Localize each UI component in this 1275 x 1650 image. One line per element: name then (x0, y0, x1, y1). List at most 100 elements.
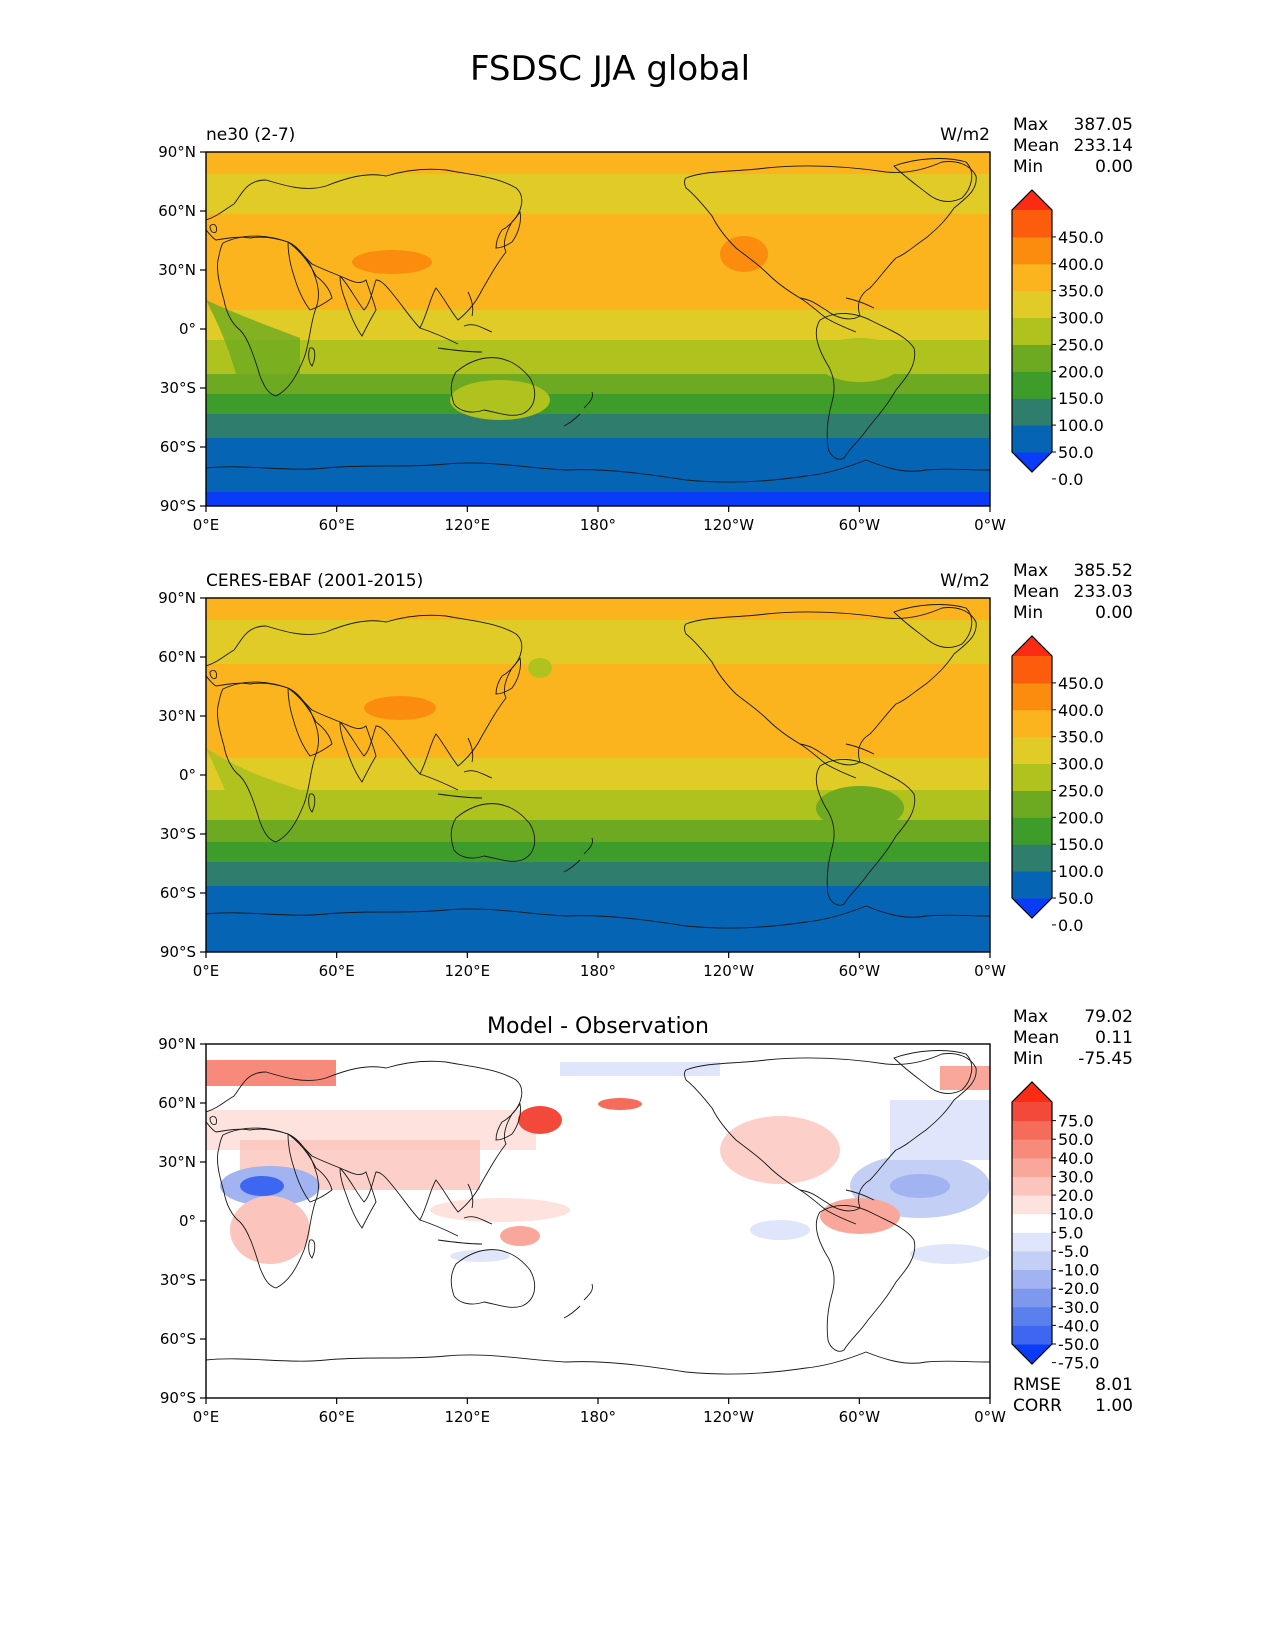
panel-left-title: ne30 (2-7) (206, 125, 295, 145)
x-tick-label: 0°W (974, 516, 1006, 534)
y-tick-label: 30°S (160, 1271, 196, 1289)
colorbar-segment (1012, 398, 1052, 426)
x-tick-label: 120°E (445, 1408, 491, 1426)
x-axis: 0°E 60°E 120°E 180° 120°W 60°W 0°W (193, 952, 1006, 980)
colorbar-tick-label: 0.0 (1058, 470, 1083, 489)
colorbar-tick-label: 300.0 (1058, 755, 1104, 774)
stat-label: Max (1013, 1007, 1048, 1027)
colorbar-tick-label: 450.0 (1058, 228, 1104, 247)
figure-title: FSDSC JJA global (470, 49, 750, 89)
y-tick-label: 0° (179, 1212, 196, 1230)
colorbar-segment (1012, 1250, 1052, 1271)
bottom-stats: RMSE 8.01 CORR 1.00 (1013, 1375, 1133, 1416)
x-tick-label: 60°W (839, 962, 881, 980)
x-tick-label: 120°E (445, 516, 491, 534)
colorbar: 450.0 400.0 350.0 300.0 250.0 200.0 150.0 100.0… (1011, 635, 1104, 935)
colorbar-segment (1012, 871, 1052, 899)
colorbar: 450.0 400.0 350.0 300.0 250.0 200.0 150.0 100.0… (1011, 189, 1104, 489)
stats-block: Max 385.52 Mean 233.03 Min 0.00 (1013, 561, 1133, 623)
x-tick-label: 0°E (193, 1408, 220, 1426)
stat-label: Mean (1013, 136, 1059, 156)
stat-label: Min (1013, 603, 1043, 623)
stat-value: 1.00 (1095, 1396, 1133, 1416)
colorbar-segment (1012, 1195, 1052, 1215)
x-tick-label: 0°W (974, 1408, 1006, 1426)
x-axis: 0°E 60°E 120°E 180° 120°W 60°W 0°W (193, 506, 1006, 534)
stat-label: Max (1013, 115, 1048, 135)
x-tick-label: 180° (580, 516, 616, 534)
colorbar-tick-label: 50.0 (1058, 889, 1094, 908)
colorbar-tick-label: -75.0 (1058, 1354, 1099, 1373)
x-tick-label: 60°E (319, 1408, 355, 1426)
stat-value: 79.02 (1084, 1007, 1133, 1027)
colorbar-segment (1012, 763, 1052, 791)
colorbar-extend-max (1012, 190, 1052, 210)
colorbar-tick-label: 250.0 (1058, 335, 1104, 354)
y-axis: 90°N 60°N 30°N 0° 30°S 60°S 90°S (158, 1035, 206, 1407)
colorbar-tick-label: 250.0 (1058, 781, 1104, 800)
colorbar-extend-min (1012, 898, 1052, 918)
y-tick-label: 0° (179, 766, 196, 784)
y-tick-label: 30°N (158, 1153, 196, 1171)
stat-label: Mean (1013, 582, 1059, 602)
y-tick-label: 90°S (160, 497, 196, 515)
colorbar-segment (1012, 1120, 1052, 1140)
stat-label: Min (1013, 157, 1043, 177)
colorbar-extend-min (1012, 1344, 1052, 1364)
colorbar-segment (1012, 210, 1052, 238)
map-field (206, 598, 990, 952)
colorbar-tick-label: 5.0 (1058, 1223, 1083, 1242)
colorbar-segment (1012, 290, 1052, 319)
colorbar-segment (1012, 709, 1052, 738)
y-tick-label: 60°N (158, 202, 196, 220)
colorbar-segment (1012, 736, 1052, 765)
y-tick-label: 60°N (158, 1094, 196, 1112)
map-field (206, 1044, 990, 1398)
colorbar-tick-label: 50.0 (1058, 443, 1094, 462)
colorbar-segment (1012, 682, 1052, 711)
x-tick-label: 0°E (193, 516, 220, 534)
map-field (206, 152, 990, 506)
x-tick-label: 120°W (703, 962, 754, 980)
colorbar-segment (1012, 263, 1052, 292)
y-axis: 90°N 60°N 30°N 0° 30°S 60°S 90°S (158, 589, 206, 961)
colorbar-segment (1012, 1176, 1052, 1196)
stats-block: Max 387.05 Mean 233.14 Min 0.00 (1013, 115, 1133, 177)
y-tick-label: 90°N (158, 589, 196, 607)
colorbar-tick-label: 150.0 (1058, 835, 1104, 854)
colorbar-tick-label: 0.0 (1058, 916, 1083, 935)
y-tick-label: 90°S (160, 1389, 196, 1407)
colorbar-segment (1012, 817, 1052, 845)
stat-value: -75.45 (1078, 1049, 1133, 1069)
colorbar-tick-label: 400.0 (1058, 701, 1104, 720)
stats-block: Max 79.02 Mean 0.11 Min -75.45 (1013, 1007, 1133, 1069)
x-tick-label: 120°W (703, 1408, 754, 1426)
panel-units: W/m2 (940, 571, 990, 591)
colorbar-segment (1012, 1139, 1052, 1159)
colorbar-segment (1012, 844, 1052, 872)
colorbar-tick-label: 75.0 (1058, 1112, 1094, 1131)
stat-label: Mean (1013, 1028, 1059, 1048)
colorbar: 75.050.040.030.020.010.05.0-5.0-10.0-20.… (1011, 1081, 1099, 1373)
stat-value: 233.14 (1074, 136, 1133, 156)
stat-label: CORR (1013, 1396, 1062, 1416)
x-tick-label: 0°E (193, 962, 220, 980)
colorbar-tick-label: 100.0 (1058, 416, 1104, 435)
panel-difference: Model - Observation 0°E 60°E (158, 1007, 1133, 1426)
y-tick-label: 60°S (160, 438, 196, 456)
y-axis: 90°N 60°N 30°N 0° 30°S 60°S 90°S (158, 143, 206, 515)
colorbar-extend-max (1012, 1082, 1052, 1102)
colorbar-tick-label: 150.0 (1058, 389, 1104, 408)
colorbar-segment (1012, 1325, 1052, 1345)
y-tick-label: 30°N (158, 707, 196, 725)
x-tick-label: 60°W (839, 1408, 881, 1426)
stat-value: 8.01 (1095, 1375, 1133, 1395)
y-tick-label: 30°N (158, 261, 196, 279)
x-tick-label: 0°W (974, 962, 1006, 980)
colorbar-tick-label: -50.0 (1058, 1335, 1099, 1354)
y-tick-label: 90°N (158, 143, 196, 161)
colorbar-segment (1012, 1213, 1052, 1233)
panel-model: ne30 (2-7) W/m2 0°E 60°E 120°E 180° 120°W 60°… (158, 115, 1133, 534)
colorbar-segment (1012, 1102, 1052, 1122)
